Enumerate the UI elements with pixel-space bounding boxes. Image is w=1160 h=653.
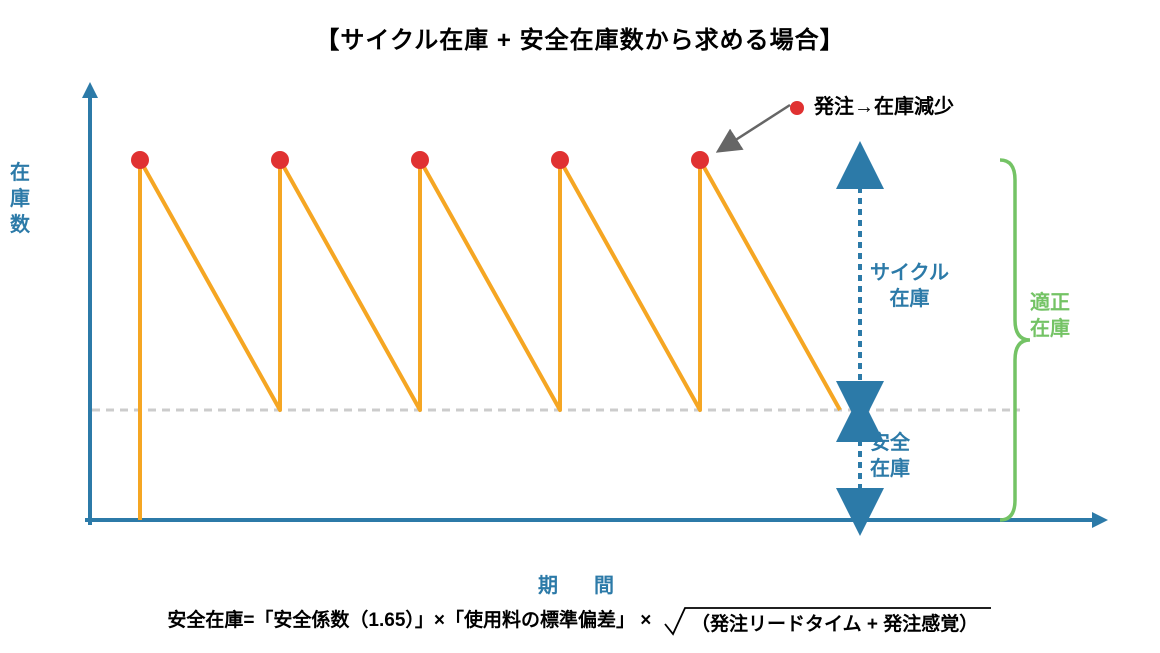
sqrt-content-text: （発注リードタイム + 発注感覚） (691, 612, 978, 635)
safety-stock-label: 安全 在庫 (870, 430, 910, 482)
cycle-stock-label: サイクル 在庫 (870, 260, 949, 312)
formula-text: 安全在庫=「安全係数（1.65）」×「使用料の標準偏差」 × （発注リードタイム… (0, 604, 1160, 638)
legend-pointer-arrow (720, 105, 790, 150)
chart-title: 【サイクル在庫 + 安全在庫数から求める場合】 (0, 20, 1160, 55)
proper-stock-label: 適正 在庫 (1030, 290, 1070, 342)
y-axis-label: 在 庫 数 (10, 160, 30, 238)
x-axis-label: 期 間 (0, 569, 1160, 598)
proper-stock-brace (1000, 160, 1030, 520)
chart-container: 【サイクル在庫 + 安全在庫数から求める場合】 在 庫 数 発注→在庫減少 (0, 0, 1160, 653)
sqrt-expression: （発注リードタイム + 発注感覚） (663, 604, 993, 638)
sawtooth-series (140, 160, 840, 520)
order-points (131, 151, 709, 169)
x-axis-arrowhead (1092, 512, 1108, 528)
chart-svg (60, 80, 1110, 540)
chart-plot-area (60, 80, 1110, 540)
y-axis-arrowhead (82, 82, 98, 98)
